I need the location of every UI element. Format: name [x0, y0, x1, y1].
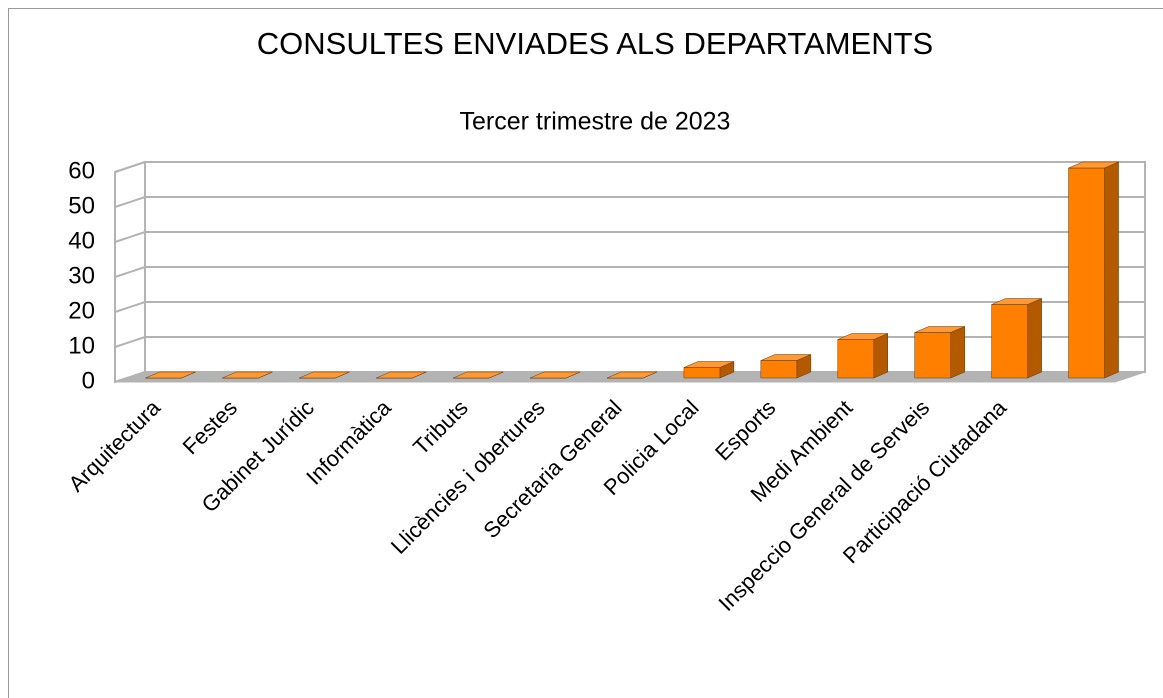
- grid-line: [114, 161, 1145, 173]
- bar-side: [1104, 161, 1119, 379]
- y-tick-label: 50: [68, 192, 95, 219]
- bar: [453, 371, 504, 379]
- bar-top: [299, 371, 350, 379]
- bar-front: [837, 339, 875, 379]
- bar-top: [760, 354, 811, 361]
- bar: [760, 354, 812, 379]
- bar-front: [914, 332, 951, 379]
- bar: [914, 326, 965, 379]
- bar: [683, 361, 735, 379]
- bar-side: [873, 333, 889, 379]
- grid-line: [114, 301, 1145, 313]
- y-tick-label: 20: [68, 297, 95, 324]
- bar-top: [222, 371, 273, 379]
- bar-front: [760, 360, 798, 379]
- bar-top: [529, 371, 581, 379]
- bar: [1068, 161, 1119, 379]
- bar-front: [683, 367, 721, 379]
- bar-front: [1068, 167, 1105, 379]
- grid-line: [114, 231, 1145, 243]
- chart-title: CONSULTES ENVIADES ALS DEPARTAMENTS: [257, 26, 933, 61]
- y-tick-label: 30: [68, 262, 95, 289]
- chart-subtitle: Tercer trimestre de 2023: [460, 108, 731, 136]
- bar-side: [950, 326, 965, 379]
- bar: [222, 371, 273, 379]
- y-tick-label: 40: [68, 227, 95, 254]
- bar-top: [453, 371, 504, 379]
- bar-top: [145, 371, 196, 379]
- bar: [376, 371, 427, 379]
- bar-top: [376, 371, 427, 379]
- bar-side: [1027, 298, 1042, 379]
- bar: [529, 371, 581, 379]
- bar: [299, 371, 350, 379]
- grid-line: [114, 196, 1145, 208]
- bar-top: [837, 333, 888, 340]
- y-tick-label: 60: [68, 157, 95, 184]
- bar: [606, 371, 658, 379]
- bar: [837, 333, 889, 379]
- bar-front: [991, 304, 1028, 379]
- bar: [991, 298, 1042, 379]
- grid-line: [114, 266, 1145, 278]
- bar-top: [606, 371, 658, 379]
- bar-top: [1068, 161, 1119, 169]
- bar-top: [683, 361, 735, 368]
- y-tick-label: 0: [82, 367, 95, 394]
- bar-top: [991, 298, 1042, 305]
- bar-top: [914, 326, 965, 333]
- bar: [145, 371, 196, 379]
- y-tick-label: 10: [68, 332, 95, 359]
- grid-line: [114, 336, 1145, 348]
